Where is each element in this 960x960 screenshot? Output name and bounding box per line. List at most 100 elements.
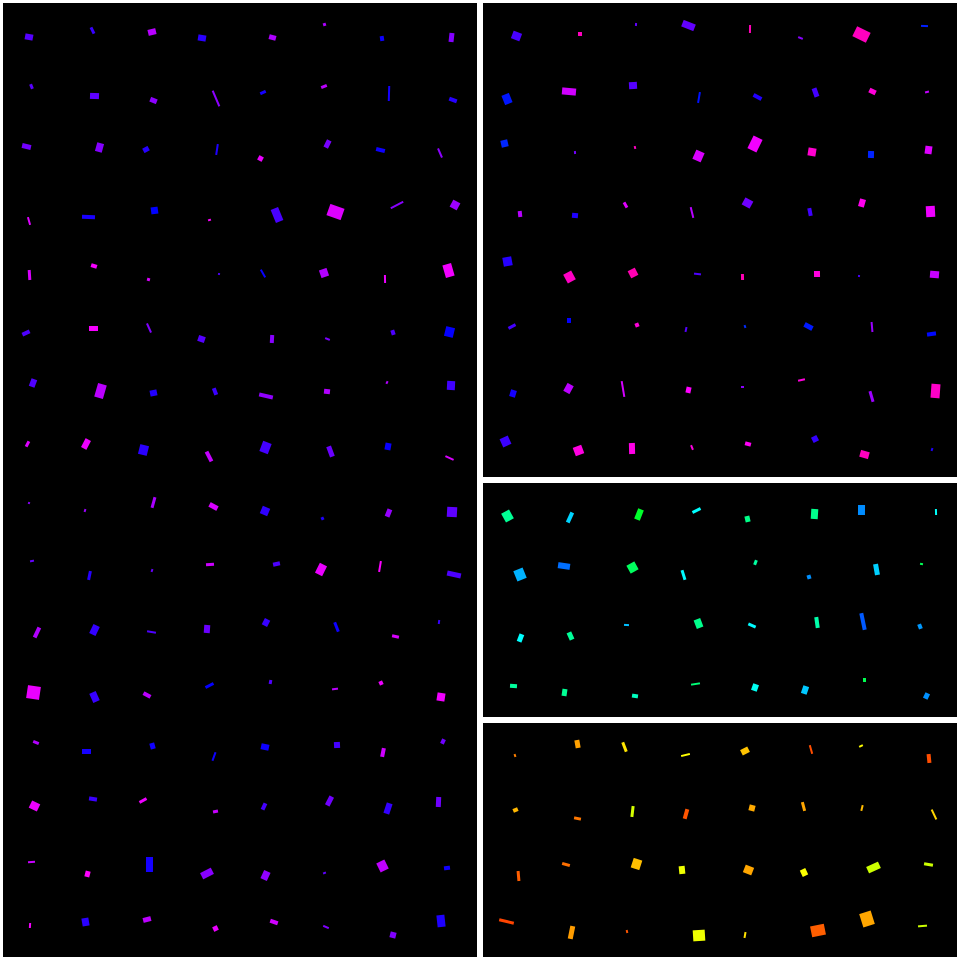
tile-mark xyxy=(690,206,695,219)
tile-mark xyxy=(930,447,934,452)
tile-mark xyxy=(448,32,455,42)
tile-mark xyxy=(211,925,219,932)
tile-mark xyxy=(83,508,87,513)
tile-mark xyxy=(444,326,456,339)
tile-mark xyxy=(807,147,817,158)
tile-mark xyxy=(391,634,399,640)
tile-mark xyxy=(150,206,159,214)
tile-mark xyxy=(29,800,41,812)
tile-mark xyxy=(332,621,340,632)
tile-mark xyxy=(440,738,447,745)
tile-mark xyxy=(743,864,755,876)
tile-mark xyxy=(269,335,274,344)
tile-mark xyxy=(811,87,820,98)
tile-mark xyxy=(33,627,42,639)
tile-mark xyxy=(744,515,751,523)
tile-mark xyxy=(30,560,35,563)
tile-mark xyxy=(627,267,639,279)
tile-mark xyxy=(751,683,760,692)
tile-mark xyxy=(868,390,875,402)
tile-mark xyxy=(147,28,157,36)
tile-mark xyxy=(501,93,513,106)
tile-mark xyxy=(873,563,880,576)
tile-mark xyxy=(814,616,820,629)
tile-mark xyxy=(626,561,639,575)
tile-mark xyxy=(499,435,512,448)
tile-mark xyxy=(24,32,34,41)
tile-mark xyxy=(24,440,31,447)
tile-mark xyxy=(207,218,211,222)
tile-mark xyxy=(81,917,90,927)
tile-mark xyxy=(740,385,744,388)
tile-mark xyxy=(326,204,345,221)
tile-mark xyxy=(693,617,704,629)
tile-mark xyxy=(89,690,100,703)
tile-mark xyxy=(918,924,928,928)
tile-mark xyxy=(380,747,387,758)
tile-mark xyxy=(446,570,461,579)
tile-mark xyxy=(629,443,636,455)
tile-mark xyxy=(740,273,744,280)
tile-mark xyxy=(573,816,581,821)
tile-mark xyxy=(561,688,568,697)
tile-mark xyxy=(509,684,517,689)
tile-mark xyxy=(217,272,221,275)
tile-mark xyxy=(925,90,930,94)
tile-mark xyxy=(436,147,443,158)
tile-mark xyxy=(634,22,637,27)
tile-mark xyxy=(813,270,820,277)
tile-mark xyxy=(435,796,442,808)
tile-mark xyxy=(94,142,105,153)
tile-mark xyxy=(690,445,694,451)
tile-mark xyxy=(211,751,217,762)
tile-mark xyxy=(384,442,392,451)
tile-mark xyxy=(573,150,577,154)
tile-mark xyxy=(259,505,271,517)
tile-mark xyxy=(868,88,878,96)
tile-mark xyxy=(693,272,701,276)
tile-mark xyxy=(200,867,214,880)
tile-mark xyxy=(323,871,327,874)
tile-mark xyxy=(563,383,574,395)
tile-mark xyxy=(799,867,809,877)
tile-mark xyxy=(800,684,810,695)
tile-mark xyxy=(137,444,150,457)
tile-mark xyxy=(860,805,865,812)
tile-mark xyxy=(921,24,929,27)
tile-mark xyxy=(320,83,328,89)
tile-mark xyxy=(145,323,152,334)
tile-mark xyxy=(26,685,42,700)
tile-mark xyxy=(859,744,864,748)
tile-mark xyxy=(81,214,95,219)
tile-mark xyxy=(744,441,752,447)
tile-mark xyxy=(620,381,625,398)
tile-mark xyxy=(920,562,924,566)
tile-mark xyxy=(691,506,701,514)
tile-mark xyxy=(696,91,701,103)
tile-mark xyxy=(630,857,642,871)
tile-mark xyxy=(206,562,215,567)
tile-mark xyxy=(625,930,628,934)
tile-mark xyxy=(436,692,446,702)
tile-mark xyxy=(444,865,451,871)
tile-mark xyxy=(387,86,391,102)
tile-mark xyxy=(269,918,279,926)
tile-mark xyxy=(383,274,387,283)
tile-mark xyxy=(268,33,277,41)
tile-mark xyxy=(574,739,582,749)
tile-mark xyxy=(390,329,396,336)
tile-mark xyxy=(446,380,456,390)
tile-mark xyxy=(148,97,158,105)
tile-mark xyxy=(633,146,637,150)
tile-mark xyxy=(862,677,866,682)
tile-mark xyxy=(800,801,806,811)
tile-mark xyxy=(562,270,576,284)
tile-mark xyxy=(810,435,819,444)
tile-mark xyxy=(930,809,938,821)
tile-mark xyxy=(149,389,158,397)
tile-mark xyxy=(27,269,32,280)
tile-mark xyxy=(27,861,35,864)
tile-mark xyxy=(622,201,629,209)
tile-mark xyxy=(146,856,154,872)
tile-mark xyxy=(378,679,384,686)
